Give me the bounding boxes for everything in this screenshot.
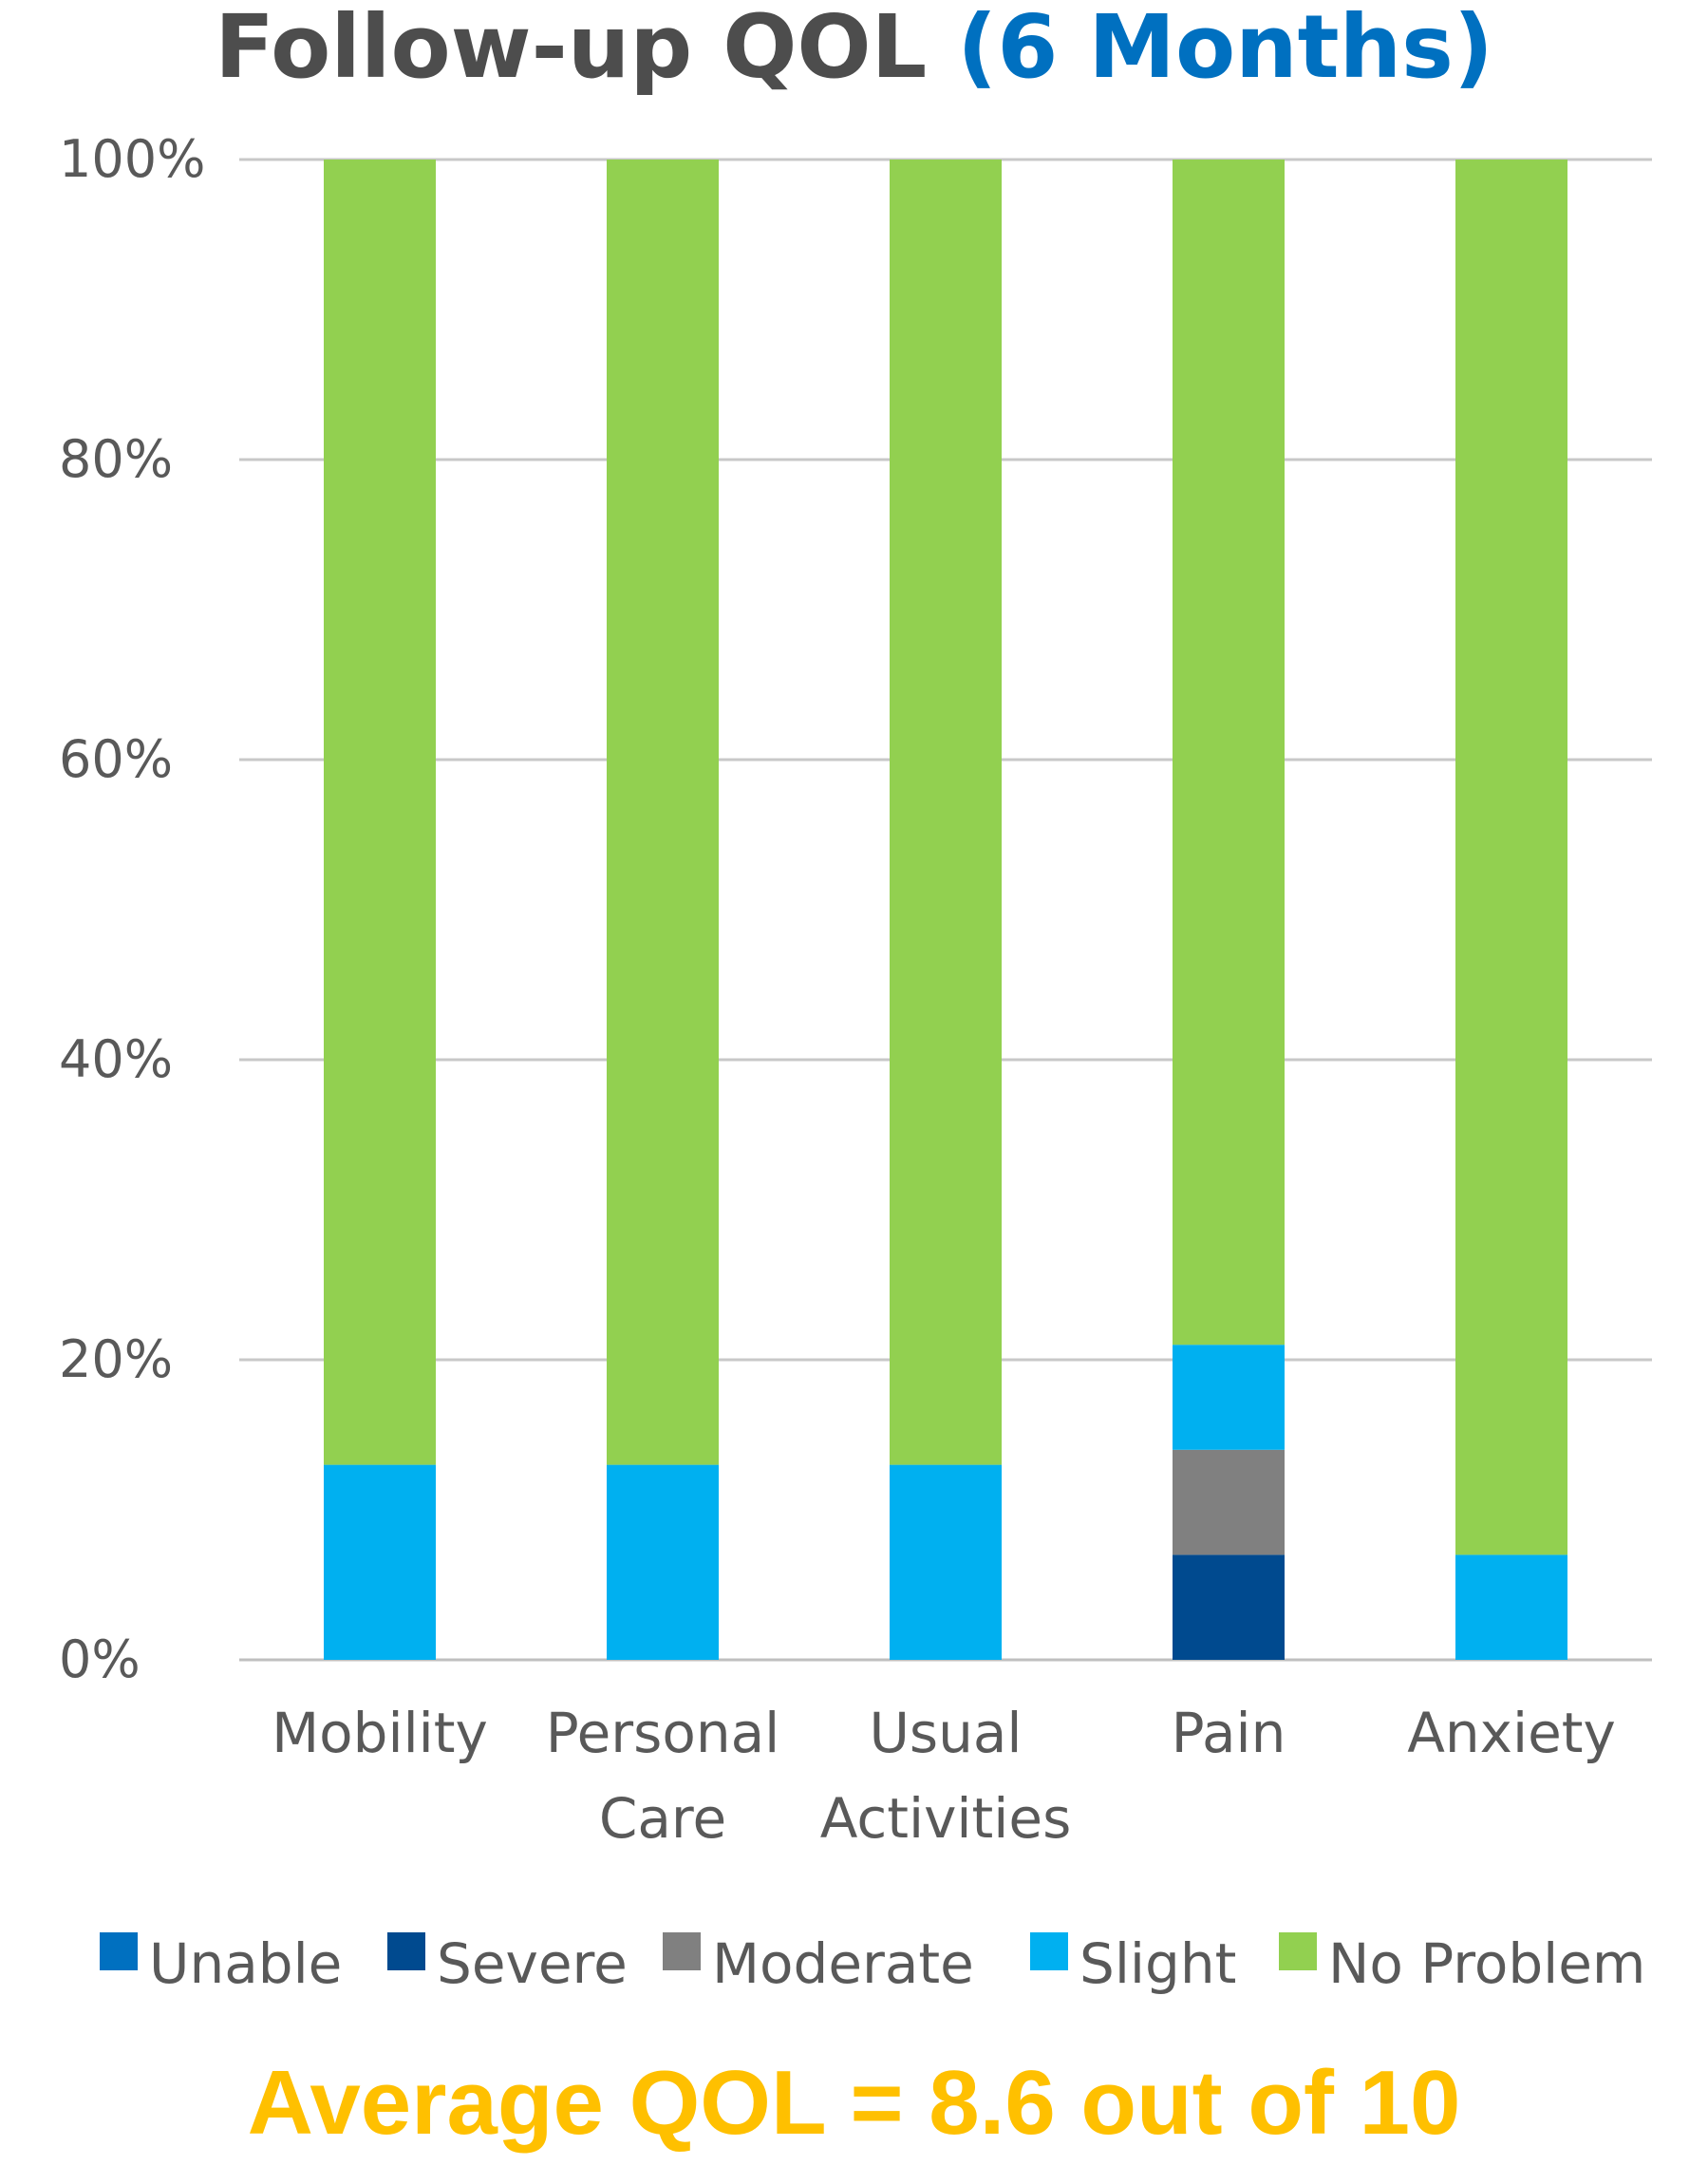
chart-title: Follow-up QOL (6 Months) [0, 0, 1708, 104]
legend-swatch [1279, 1932, 1317, 1970]
x-tick-label: Personal [546, 1701, 780, 1765]
x-tick-label: Activities [820, 1786, 1072, 1851]
legend-label: No Problem [1328, 1931, 1645, 1996]
x-tick-label: Care [599, 1786, 726, 1851]
x-tick-label: Anxiety [1407, 1701, 1616, 1765]
legend: Unable Severe Moderate Slight No Problem [100, 1931, 1645, 1996]
y-tick-label: 40% [59, 1029, 173, 1089]
legend-label: Moderate [712, 1931, 974, 1996]
x-tick-label: Mobility [272, 1701, 488, 1765]
bar-segment-slight [1455, 1554, 1567, 1660]
legend-label: Unable [149, 1931, 342, 1996]
legend-label: Slight [1079, 1931, 1236, 1996]
legend-swatch [1030, 1932, 1068, 1970]
chart-title-accent: (6 Months) [957, 0, 1493, 98]
bar-segment-no-problem [1455, 160, 1567, 1555]
bars [324, 160, 1567, 1660]
average-qol-note: Average QOL = 8.6 out of 10 [247, 2052, 1461, 2154]
bar-segment-slight [890, 1464, 1002, 1660]
bar-segment-slight [324, 1464, 436, 1660]
bar-segment-severe [1173, 1554, 1285, 1660]
bar-segment-slight [607, 1464, 719, 1660]
legend-swatch [100, 1932, 138, 1970]
y-tick-label: 80% [59, 429, 173, 489]
bar-segment-slight [1173, 1345, 1285, 1450]
legend-swatch [387, 1932, 425, 1970]
y-tick-label: 0% [59, 1629, 141, 1689]
y-tick-label: 60% [59, 729, 173, 789]
bar-segment-no-problem [324, 160, 436, 1465]
y-tick-labels: 0% 20% 40% 60% 80% 100% [59, 129, 205, 1689]
bar-segment-no-problem [890, 160, 1002, 1465]
legend-label: Severe [437, 1931, 628, 1996]
legend-swatch [663, 1932, 701, 1970]
bar-segment-no-problem [1173, 160, 1285, 1346]
x-tick-label: Usual [869, 1701, 1022, 1765]
y-tick-label: 100% [59, 129, 205, 189]
x-tick-label: Pain [1172, 1701, 1286, 1765]
bar-segment-no-problem [607, 160, 719, 1465]
bar-segment-moderate [1173, 1449, 1285, 1555]
chart-title-main: Follow-up QOL [215, 0, 928, 98]
y-tick-label: 20% [59, 1329, 173, 1389]
x-tick-labels: Mobility Personal Care Usual Activities Pain A… [272, 1701, 1616, 1851]
